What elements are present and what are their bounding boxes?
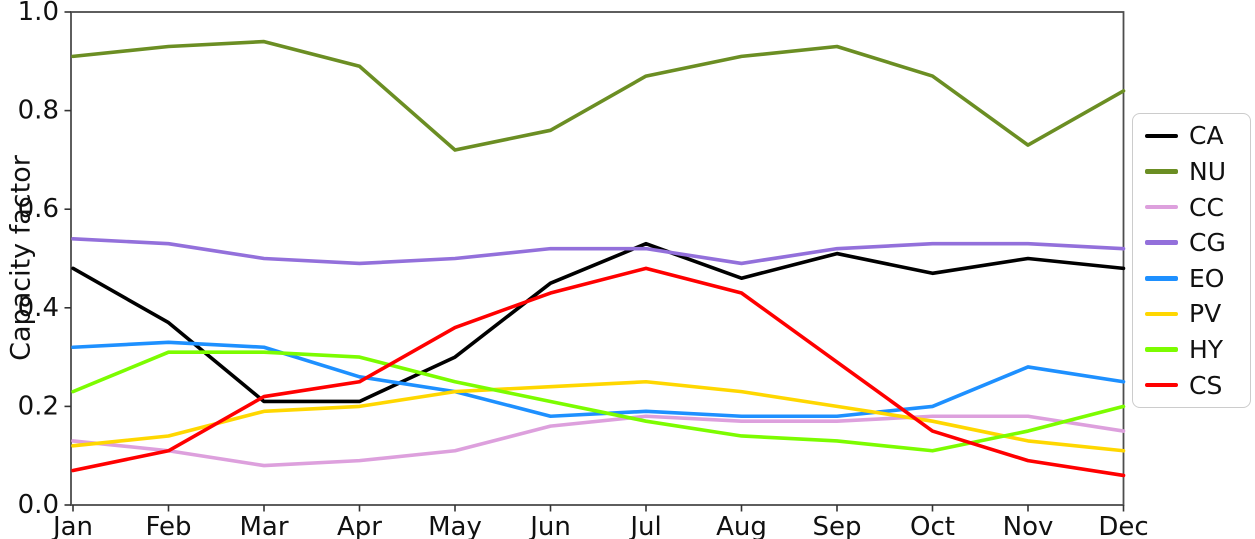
x-tick-label-dec: Dec (1098, 512, 1148, 539)
legend-swatch-pv (1145, 311, 1178, 317)
legend-label-cs: CS (1189, 370, 1223, 400)
legend-swatch-cs (1145, 382, 1178, 388)
legend-label-ca: CA (1189, 121, 1224, 151)
y-tick-label-0.4: 0.4 (18, 293, 59, 323)
series-line-ca (71, 241, 1126, 404)
x-tick-label-jun: Jun (528, 512, 571, 539)
legend-label-cc: CC (1189, 192, 1224, 222)
legend-item-ca: CA (1145, 123, 1242, 148)
y-tick-label-0: 0.0 (18, 490, 59, 520)
legend-swatch-ca (1145, 133, 1178, 139)
legend-label-hy: HY (1189, 335, 1224, 365)
legend-label-pv: PV (1189, 299, 1222, 329)
x-tick-label-jan: Jan (51, 512, 93, 539)
y-tick-label-0.2: 0.2 (18, 391, 59, 421)
x-tick-label-sep: Sep (812, 512, 861, 539)
x-tick-label-mar: Mar (239, 512, 288, 539)
legend: CA NU CC CG EO PV HY CS (1132, 113, 1251, 408)
series-line-cc (71, 414, 1126, 468)
series-line-pv (71, 379, 1126, 453)
legend-item-nu: NU (1145, 159, 1242, 184)
y-tick-label-0.6: 0.6 (18, 194, 59, 224)
series-line-cg (71, 236, 1126, 266)
x-tick-label-jul: Jul (628, 512, 661, 539)
legend-swatch-cc (1145, 204, 1178, 210)
legend-item-eo: EO (1145, 266, 1242, 291)
x-tick-label-apr: Apr (337, 512, 382, 539)
plot-frame (70, 11, 1125, 506)
x-tick-label-aug: Aug (716, 512, 767, 539)
legend-label-cg: CG (1189, 228, 1226, 258)
y-tick-label-1: 1.0 (18, 0, 59, 27)
legend-item-cc: CC (1145, 195, 1242, 220)
legend-item-cg: CG (1145, 230, 1242, 255)
x-tick-label-may: May (428, 512, 482, 539)
x-tick-label-nov: Nov (1003, 512, 1054, 539)
y-axis-title: Capacity factor (5, 155, 37, 361)
legend-label-eo: EO (1189, 263, 1225, 293)
legend-swatch-nu (1145, 169, 1178, 174)
series-line-hy (71, 350, 1126, 453)
legend-item-pv: PV (1145, 301, 1242, 326)
series-line-cs (71, 266, 1126, 478)
legend-swatch-hy (1145, 347, 1178, 352)
legend-swatch-eo (1145, 276, 1178, 281)
y-tick-label-0.8: 0.8 (18, 96, 59, 126)
x-tick-label-oct: Oct (910, 512, 955, 539)
legend-item-hy: HY (1145, 337, 1242, 362)
legend-item-cs: CS (1145, 373, 1242, 398)
series-line-eo (71, 340, 1126, 419)
legend-label-nu: NU (1189, 156, 1226, 186)
legend-swatch-cg (1145, 240, 1178, 245)
x-tick-label-feb: Feb (145, 512, 191, 539)
series-line-nu (71, 39, 1126, 152)
